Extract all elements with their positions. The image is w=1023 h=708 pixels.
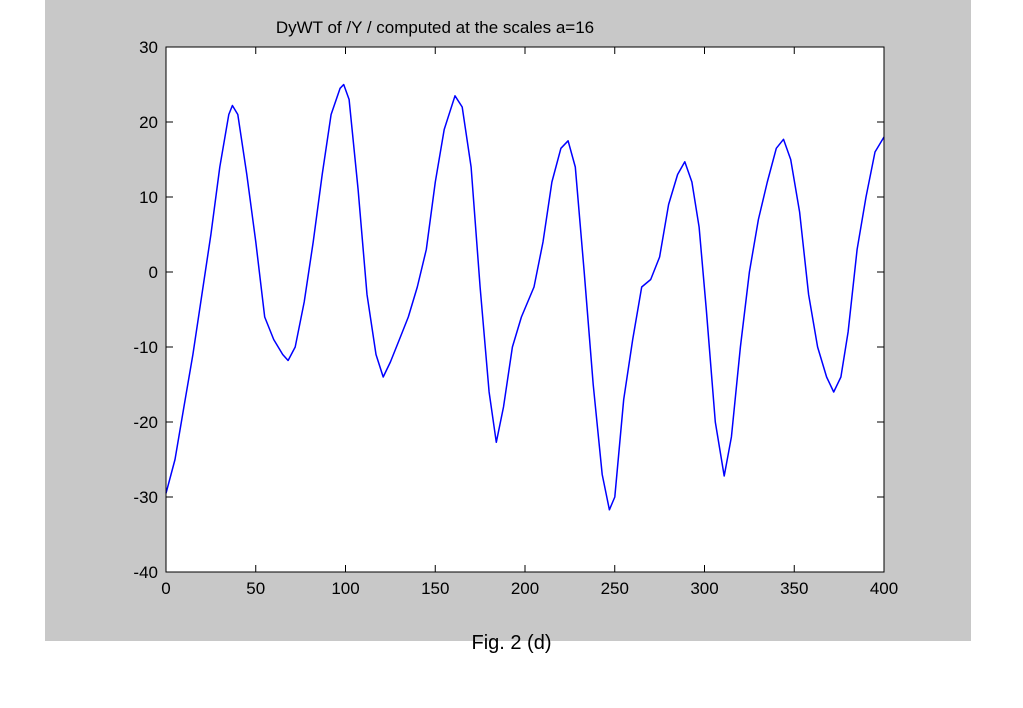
x-tick-label: 350 <box>780 579 808 598</box>
y-tick-label: 0 <box>149 263 158 282</box>
y-tick-label: 10 <box>139 188 158 207</box>
y-tick-label: -20 <box>133 413 158 432</box>
x-tick-label: 0 <box>161 579 170 598</box>
x-tick-label: 50 <box>246 579 265 598</box>
x-tick-label: 400 <box>870 579 898 598</box>
x-tick-label: 250 <box>601 579 629 598</box>
y-tick-label: 20 <box>139 113 158 132</box>
y-tick-label: -40 <box>133 563 158 582</box>
y-tick-label: -10 <box>133 338 158 357</box>
x-tick-label: 300 <box>690 579 718 598</box>
series-line <box>165 83 885 511</box>
x-tick-label: 100 <box>331 579 359 598</box>
y-tick-label: 30 <box>139 38 158 57</box>
x-tick-label: 200 <box>511 579 539 598</box>
chart-title: DyWT of /Υ / computed at the scales a=16 <box>276 18 594 37</box>
x-tick-label: 150 <box>421 579 449 598</box>
y-tick-label: -30 <box>133 488 158 507</box>
figure-caption: Fig. 2 (d) <box>471 632 552 654</box>
